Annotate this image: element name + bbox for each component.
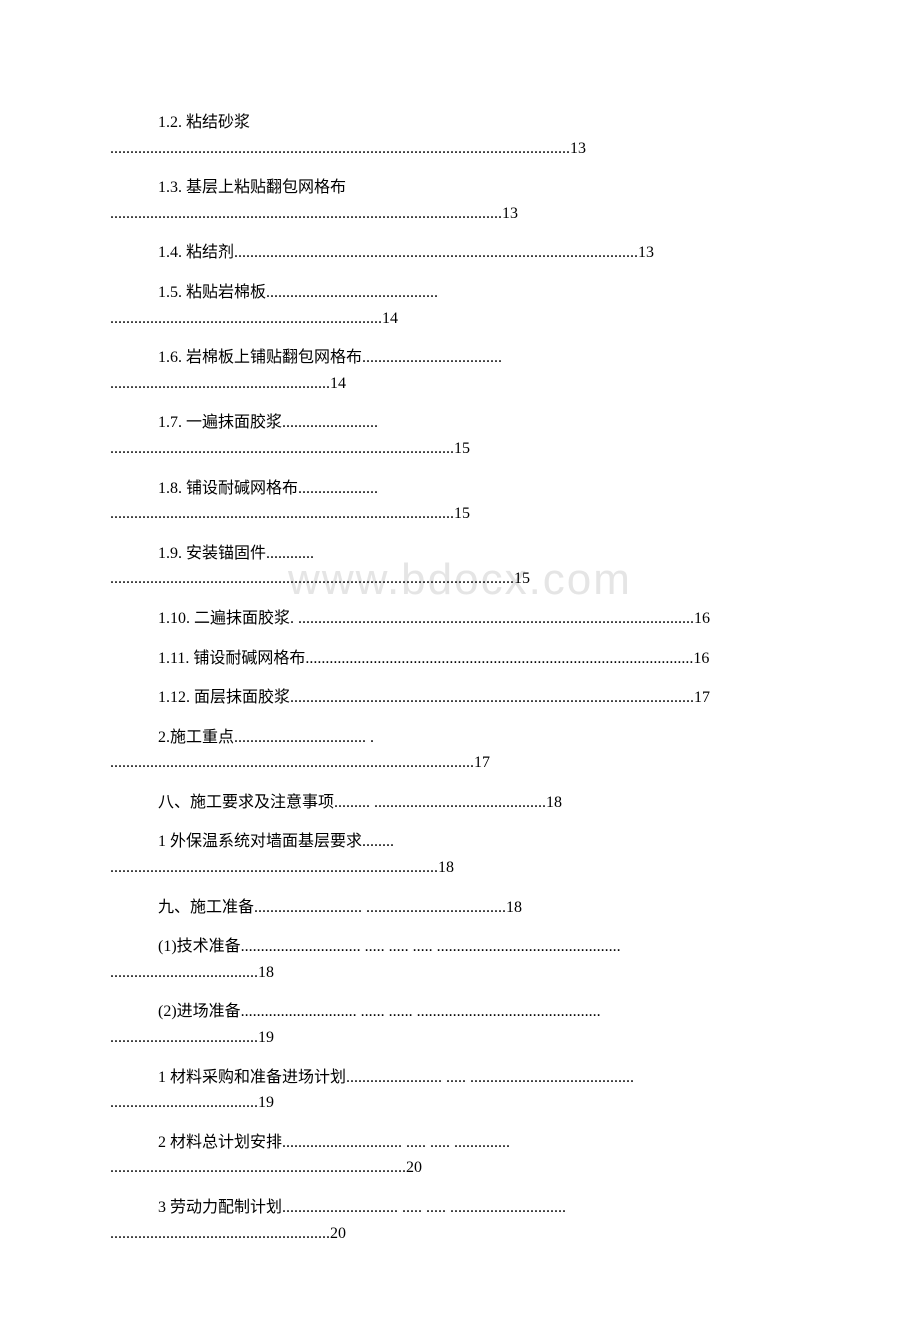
toc-line-1: 1 外保温系统对墙面基层要求........ (110, 829, 810, 855)
toc-line-1: (1)技术准备.............................. ..… (110, 934, 810, 960)
toc-entry: 3 劳动力配制计划............................. .… (110, 1195, 810, 1246)
toc-entry: 1.5. 粘贴岩棉板..............................… (110, 280, 810, 331)
toc-line-1: 2 材料总计划安排.............................. … (110, 1130, 810, 1156)
toc-entry: (2)进场准备............................. ...… (110, 999, 810, 1050)
toc-entry: 八、施工要求及注意事项......... ...................… (110, 790, 810, 816)
toc-line-1: 1.2. 粘结砂浆 (110, 110, 810, 136)
toc-entry: 2.施工重点................................. … (110, 725, 810, 776)
toc-entry: 1.3. 基层上粘贴翻包网格布.........................… (110, 175, 810, 226)
toc-line-2: ........................................… (110, 371, 810, 397)
toc-line-1: 1.5. 粘贴岩棉板..............................… (110, 280, 810, 306)
toc-entry: 1.9. 安装锚固件..............................… (110, 541, 810, 592)
toc-line-2: ........................................… (110, 501, 810, 527)
toc-entry: 2 材料总计划安排.............................. … (110, 1130, 810, 1181)
toc-line-2: ........................................… (110, 306, 810, 332)
toc-entry: (1)技术准备.............................. ..… (110, 934, 810, 985)
toc-line-2: ........................................… (110, 855, 810, 881)
toc-line-1: 2.施工重点................................. … (110, 725, 810, 751)
toc-entry: 1.4. 粘结剂................................… (110, 240, 810, 266)
toc-line-1: 1.3. 基层上粘贴翻包网格布 (110, 175, 810, 201)
toc-line-2: ........................................… (110, 1155, 810, 1181)
toc-line-1: (2)进场准备............................. ...… (110, 999, 810, 1025)
document-page: www.bdocx.com 1.2. 粘结砂浆.................… (0, 0, 920, 1320)
toc-line-1: 1.6. 岩棉板上铺贴翻包网格布........................… (110, 345, 810, 371)
toc-line-1: 1.8. 铺设耐碱网格布.................... (110, 476, 810, 502)
toc-entry: 1 材料采购和准备进场计划........................ ..… (110, 1065, 810, 1116)
toc-line-2: .....................................18 (110, 960, 810, 986)
toc-line: 1.12. 面层抹面胶浆............................… (110, 685, 810, 711)
toc-line: 1.11. 铺设耐碱网格布...........................… (110, 646, 810, 672)
toc-line: 1.4. 粘结剂................................… (110, 240, 810, 266)
toc-line-2: .....................................19 (110, 1025, 810, 1051)
toc-line-2: ........................................… (110, 1221, 810, 1247)
toc-line-2: ........................................… (110, 136, 810, 162)
toc-line: 八、施工要求及注意事项......... ...................… (110, 790, 810, 816)
toc-line-1: 1 材料采购和准备进场计划........................ ..… (110, 1065, 810, 1091)
toc-line-2: ........................................… (110, 436, 810, 462)
toc-line-2: ........................................… (110, 750, 810, 776)
toc-line-1: 3 劳动力配制计划............................. .… (110, 1195, 810, 1221)
toc-entry: 1.6. 岩棉板上铺贴翻包网格布........................… (110, 345, 810, 396)
toc-entry: 九、施工准备........................... ......… (110, 895, 810, 921)
toc-line: 1.10. 二遍抹面胶浆. ..........................… (110, 606, 810, 632)
toc-content: 1.2. 粘结砂浆...............................… (110, 110, 810, 1246)
toc-entry: 1.2. 粘结砂浆...............................… (110, 110, 810, 161)
toc-entry: 1.10. 二遍抹面胶浆. ..........................… (110, 606, 810, 632)
toc-line-2: ........................................… (110, 566, 810, 592)
toc-entry: 1.12. 面层抹面胶浆............................… (110, 685, 810, 711)
toc-line-2: ........................................… (110, 201, 810, 227)
toc-entry: 1.7. 一遍抹面胶浆.............................… (110, 410, 810, 461)
toc-line-1: 1.9. 安装锚固件............ (110, 541, 810, 567)
toc-entry: 1.8. 铺设耐碱网格布............................… (110, 476, 810, 527)
toc-entry: 1.11. 铺设耐碱网格布...........................… (110, 646, 810, 672)
toc-line: 九、施工准备........................... ......… (110, 895, 810, 921)
toc-line-2: .....................................19 (110, 1090, 810, 1116)
toc-entry: 1 外保温系统对墙面基层要求..........................… (110, 829, 810, 880)
toc-line-1: 1.7. 一遍抹面胶浆........................ (110, 410, 810, 436)
